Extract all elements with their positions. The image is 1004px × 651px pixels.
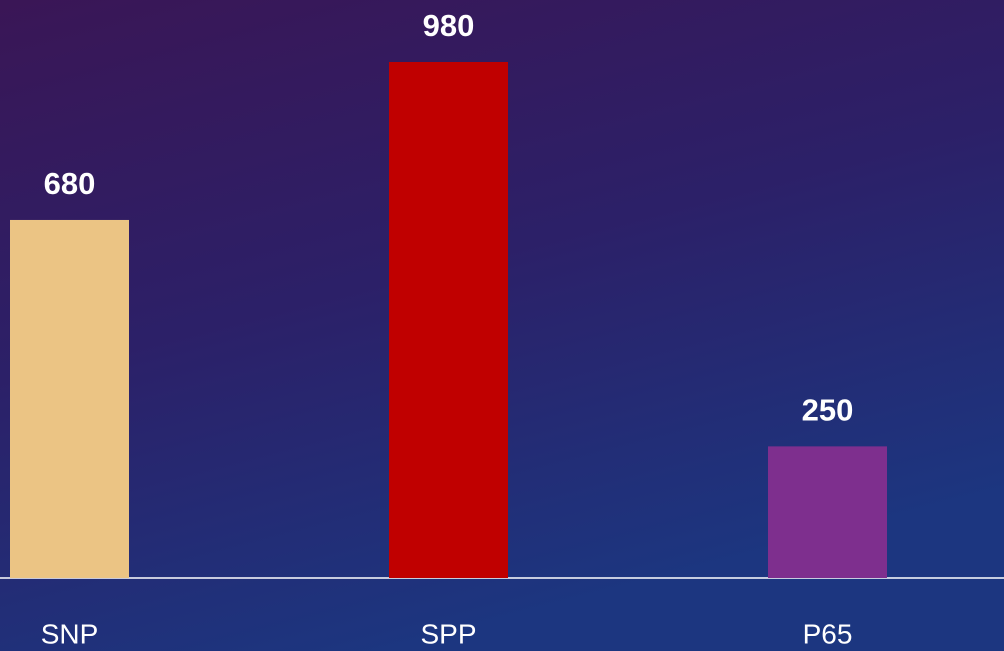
value-label: 980	[423, 8, 475, 43]
bar	[768, 446, 887, 578]
x-tick-label: P65	[803, 618, 853, 649]
value-label: 680	[44, 166, 96, 201]
value-label: 250	[802, 393, 854, 428]
bar	[389, 62, 508, 578]
x-tick-label: SNP	[41, 618, 99, 649]
bar	[10, 219, 129, 579]
x-tick-label: SPP	[420, 618, 476, 649]
